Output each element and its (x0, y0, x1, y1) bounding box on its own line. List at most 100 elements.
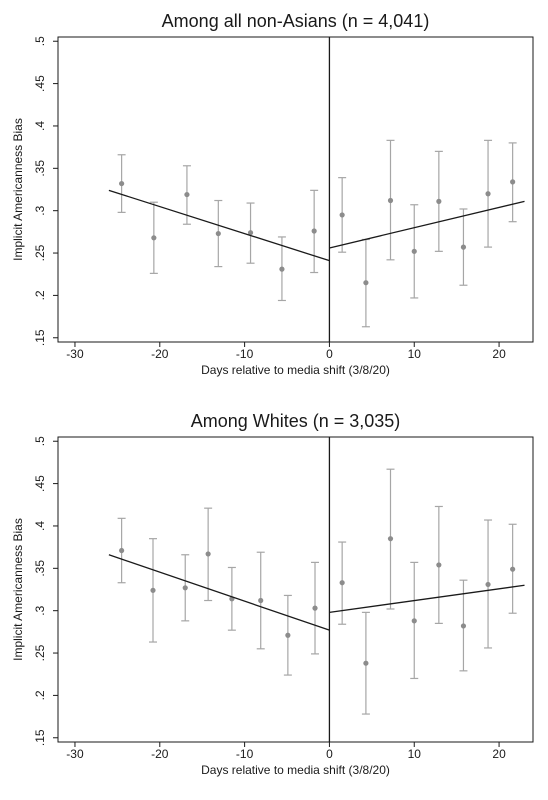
data-point (411, 248, 417, 254)
y-tick-label: .15 (33, 329, 47, 346)
x-tick-label: 0 (326, 747, 333, 761)
data-point (312, 605, 318, 611)
data-point (311, 228, 317, 234)
y-tick-label: .45 (33, 475, 47, 492)
data-point-group (204, 507, 213, 602)
data-point-group (149, 201, 158, 274)
data-point (387, 536, 394, 542)
data-point (387, 197, 394, 204)
data-point (460, 623, 467, 629)
data-point (363, 280, 369, 286)
x-tick-label: 10 (408, 347, 422, 361)
data-point-group (386, 468, 395, 610)
fit-line-post (329, 584, 525, 614)
y-axis-label: Implicit Americanness Bias (11, 118, 25, 261)
data-point (279, 266, 285, 272)
data-point-group (361, 611, 370, 715)
y-tick-label: .25 (33, 244, 47, 261)
data-point-group (410, 204, 419, 299)
y-tick-label: .2 (33, 690, 47, 700)
x-tick-label: -30 (66, 347, 84, 361)
x-tick-label: 10 (408, 747, 422, 761)
x-tick-label: 20 (492, 347, 506, 361)
data-point (485, 191, 491, 197)
y-tick-label: .4 (33, 521, 47, 531)
data-point (363, 660, 369, 666)
fit-line-pre (108, 554, 330, 631)
chart-title: Among all non-Asians (n = 4,041) (162, 11, 430, 31)
data-point-group (117, 154, 126, 213)
data-point-group (246, 202, 255, 264)
y-tick-label: .35 (33, 560, 47, 577)
y-tick-label: .3 (33, 605, 47, 615)
chart-panel-non-asians: Among all non-Asians (n = 4,041) .15 .2 .25… (0, 0, 548, 395)
data-point (436, 198, 442, 204)
data-point-group (459, 208, 468, 286)
data-point-group (434, 150, 443, 252)
plot-frame (57, 436, 534, 743)
data-point (151, 235, 157, 241)
data-point-group (181, 554, 190, 622)
data-point-group (227, 566, 236, 631)
y-tick-label: .35 (33, 160, 47, 177)
data-point-group (182, 165, 191, 225)
data-point (205, 551, 211, 557)
data-point (150, 587, 156, 593)
x-tick-label: -20 (151, 747, 169, 761)
data-point-group (459, 579, 468, 672)
x-axis-label: Days relative to media shift (3/8/20) (201, 363, 390, 377)
data-point (510, 566, 516, 572)
y-tick-label: .5 (33, 436, 47, 446)
x-tick-label: -10 (236, 747, 254, 761)
y-tick-label: .5 (33, 36, 47, 46)
data-point (119, 547, 125, 554)
data-point-group (214, 199, 223, 268)
fit-line-post (329, 200, 525, 249)
data-point-group (386, 139, 395, 261)
data-point (215, 230, 221, 237)
data-point (182, 585, 188, 591)
x-tick-label: 20 (492, 747, 506, 761)
data-point-group (434, 505, 443, 624)
data-point-group (283, 594, 292, 676)
data-point-group (117, 517, 126, 584)
data-point-group (338, 177, 347, 253)
data-point-group (149, 538, 157, 643)
y-tick-label: .2 (33, 290, 47, 300)
data-point (285, 632, 291, 638)
data-point-group (256, 551, 265, 650)
data-point (258, 597, 264, 604)
data-point-group (484, 139, 493, 248)
y-tick-label: .4 (33, 121, 47, 131)
y-tick-label: .25 (33, 644, 47, 661)
x-axis-label: Days relative to media shift (3/8/20) (201, 763, 390, 777)
data-point (339, 212, 345, 218)
data-point (119, 180, 125, 187)
y-axis-label: Implicit Americanness Bias (11, 518, 25, 661)
chart-svg-whites: Among Whites (n = 3,035) .15 .2 .25 .3 .35 .4.… (11, 411, 534, 777)
x-tick-label: -30 (66, 747, 84, 761)
data-point-group (484, 519, 493, 649)
data-point (247, 230, 254, 236)
x-tick-label: 0 (326, 347, 333, 361)
y-tick-label: .3 (33, 205, 47, 215)
data-point (184, 191, 190, 198)
fit-line-pre (108, 189, 330, 262)
chart-title: Among Whites (n = 3,035) (191, 411, 401, 431)
data-point-group (277, 236, 286, 302)
data-point (436, 562, 442, 568)
chart-panel-whites: Among Whites (n = 3,035) .15 .2 .25 .3 .35 .4.… (0, 400, 548, 795)
x-tick-label: -10 (236, 347, 254, 361)
data-point-group (311, 561, 320, 655)
plot-frame (57, 36, 534, 343)
y-tick-label: .45 (33, 75, 47, 92)
y-tick-label: .15 (33, 729, 47, 746)
data-point-group (508, 523, 517, 614)
data-point (510, 179, 516, 185)
data-point (460, 244, 467, 250)
chart-svg-non-asians: Among all non-Asians (n = 4,041) .15 .2 .25… (11, 11, 534, 377)
data-point (411, 618, 417, 624)
data-point-group (508, 142, 517, 223)
data-point (339, 580, 345, 586)
x-tick-label: -20 (151, 347, 169, 361)
